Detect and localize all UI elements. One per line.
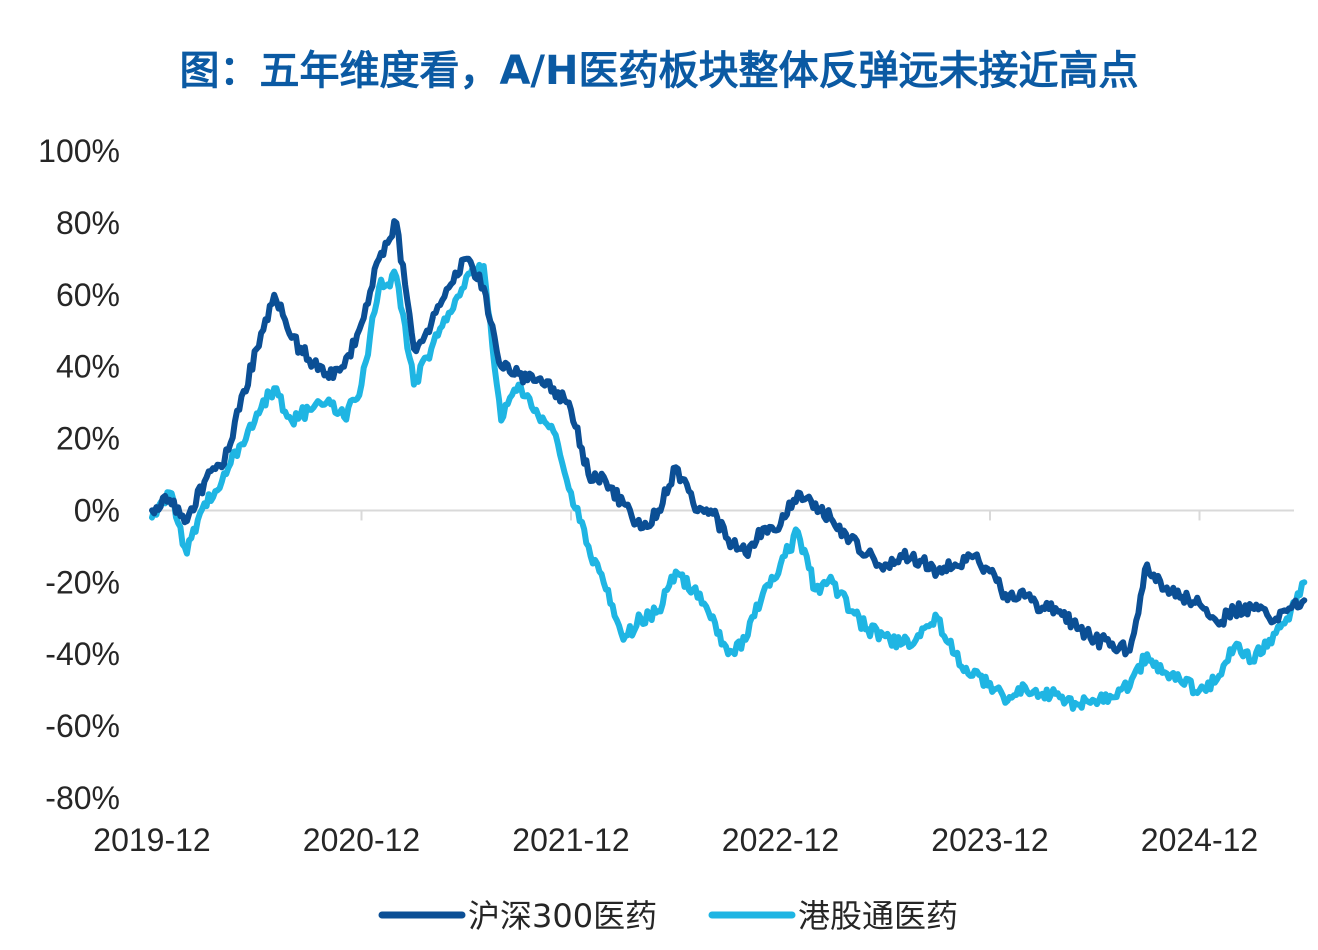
series-line-hk-connect-pharma xyxy=(149,261,1308,712)
y-tick-label: 100% xyxy=(38,133,120,169)
legend-label: 港股通医药 xyxy=(798,897,958,935)
series-line-hs300-pharma xyxy=(149,218,1308,658)
x-axis: 2019-12 2020-12 2021-12 2022-12 2023-12 2024-… xyxy=(93,509,1294,858)
series-lines xyxy=(149,218,1308,712)
legend: 沪深300医药 港股通医药 xyxy=(378,897,958,935)
x-tick-label: 2023-12 xyxy=(931,822,1048,858)
y-tick-label: 0% xyxy=(74,492,120,528)
y-tick-label: 20% xyxy=(56,421,120,457)
x-tick-label: 2020-12 xyxy=(303,822,420,858)
x-tick-label: 2019-12 xyxy=(93,822,210,858)
y-tick-label: 40% xyxy=(56,349,120,385)
y-tick-label: -20% xyxy=(45,564,120,600)
y-tick-label: -40% xyxy=(45,636,120,672)
y-tick-label: 60% xyxy=(56,277,120,313)
x-tick-label: 2022-12 xyxy=(722,822,839,858)
y-tick-label: -80% xyxy=(45,780,120,816)
chart-title: 图：五年维度看，A/H医药板块整体反弹远未接近高点 xyxy=(179,48,1139,94)
x-tick-label: 2021-12 xyxy=(512,822,629,858)
y-tick-label: -60% xyxy=(45,708,120,744)
legend-label: 沪深300医药 xyxy=(468,897,657,935)
x-tick-label: 2024-12 xyxy=(1141,822,1258,858)
y-tick-label: 80% xyxy=(56,205,120,241)
y-axis-tick-labels: 100% 80% 60% 40% 20% 0% -20% -40% -60% -80% xyxy=(38,133,120,816)
